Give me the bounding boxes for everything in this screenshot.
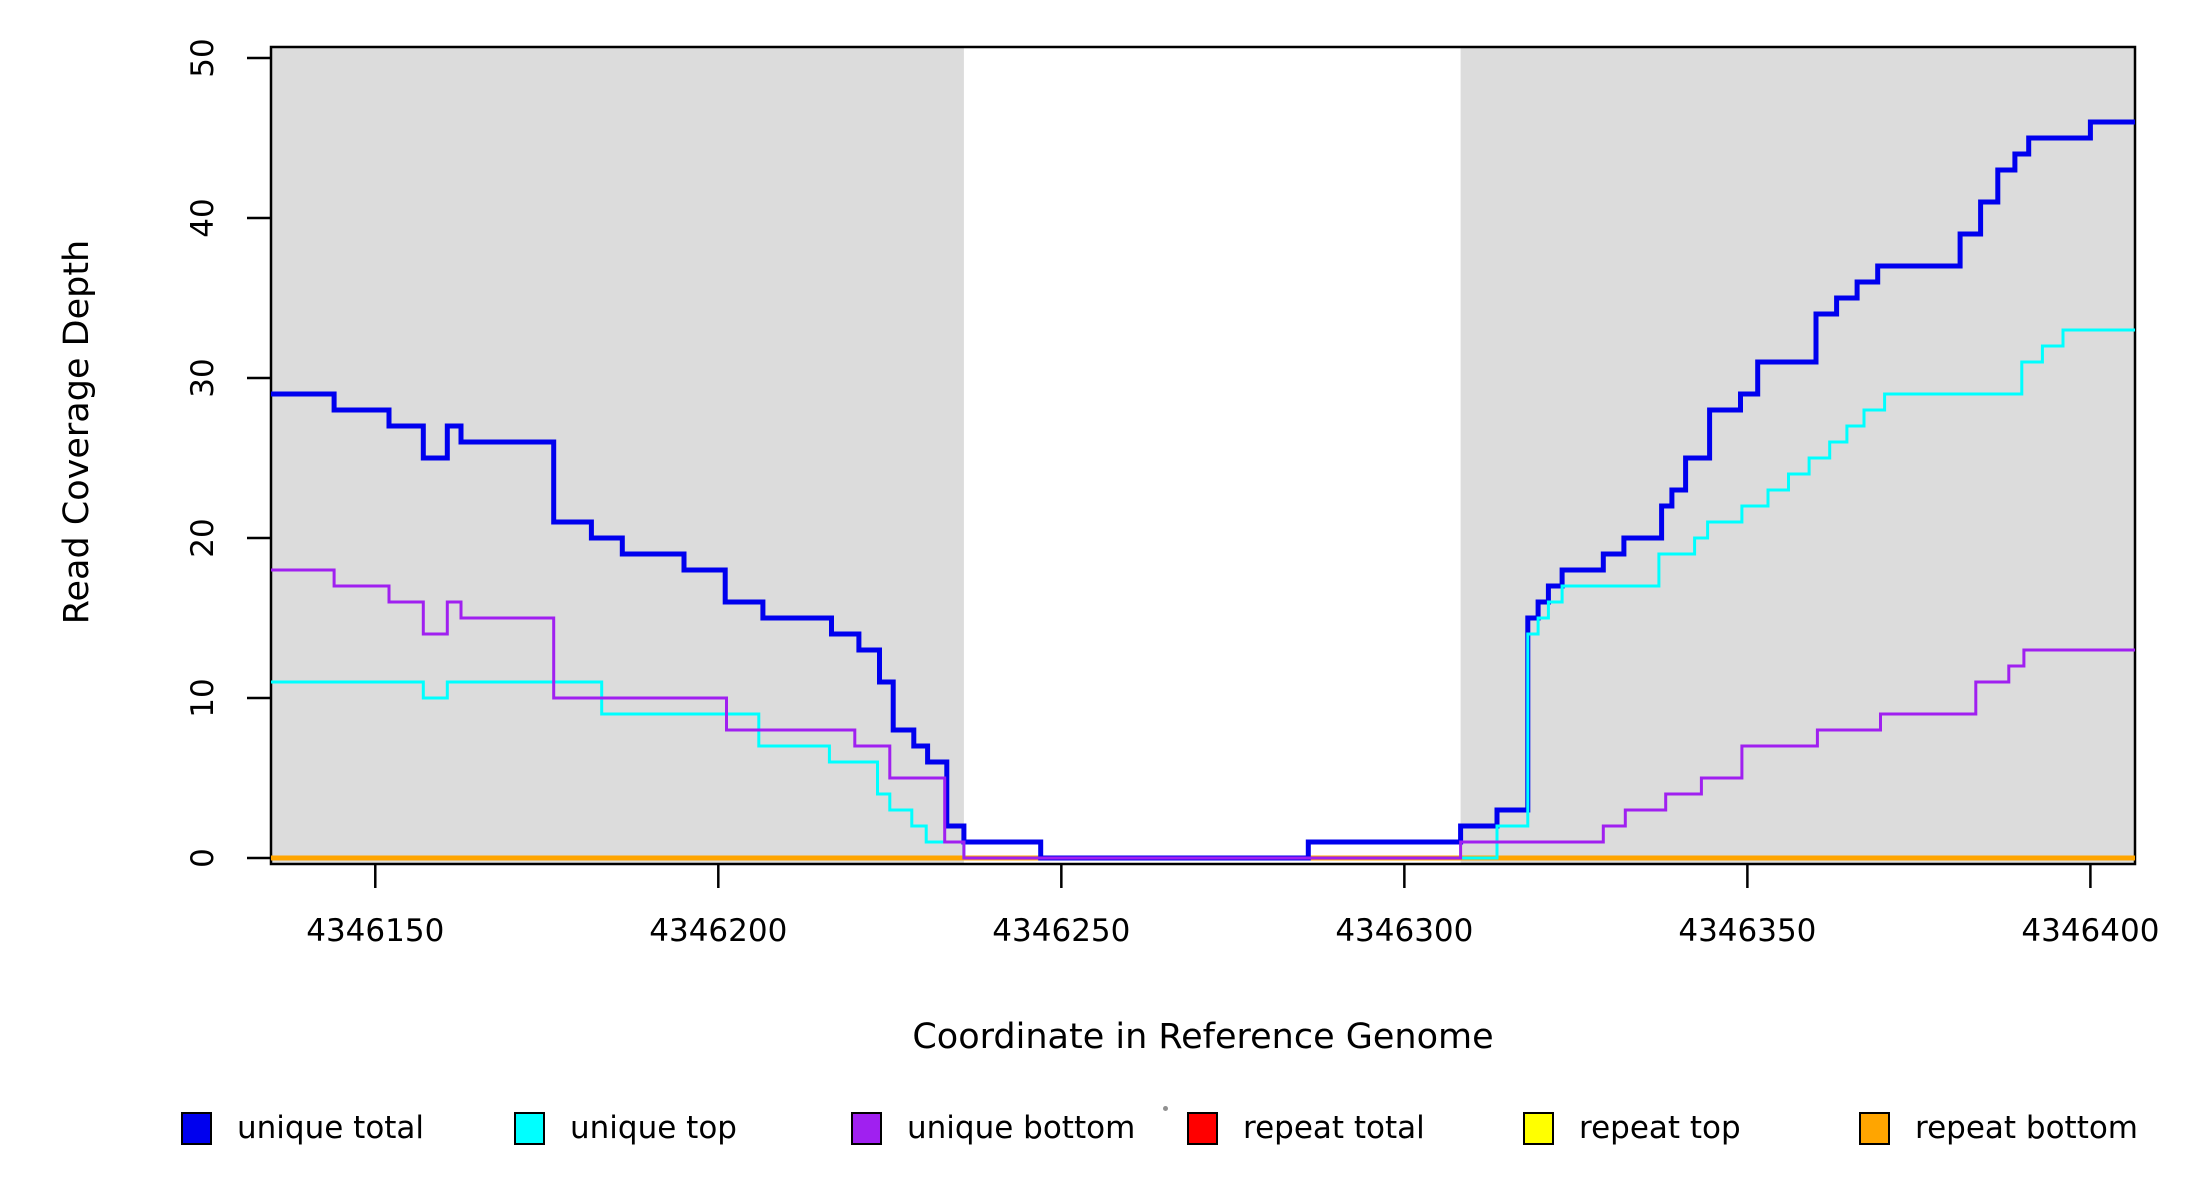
unique-bottom-swatch-icon: [851, 1111, 882, 1145]
x-tick-label: 4346300: [1335, 913, 1473, 949]
y-tick-label: 30: [185, 358, 221, 397]
legend-item-unique-top: unique top: [514, 1103, 737, 1153]
series-unique-top: [271, 328, 2135, 860]
unique-top-swatch-icon: [514, 1111, 545, 1145]
legend-label: repeat bottom: [1915, 1110, 2139, 1146]
shaded-region-1: [271, 47, 964, 864]
plot-box: [269, 45, 2137, 866]
x-tick-label: 4346150: [306, 913, 444, 949]
stray-mark: [1163, 1106, 1168, 1111]
series-unique-total: [271, 119, 2135, 861]
y-tick-label: 10: [185, 678, 221, 717]
legend-label: unique bottom: [907, 1110, 1136, 1146]
shaded-region-2: [1460, 47, 2135, 864]
repeat-total-swatch-icon: [1187, 1111, 1218, 1145]
legend-label: unique top: [570, 1110, 737, 1146]
legend-item-repeat-total: repeat total: [1187, 1103, 1425, 1153]
y-tick-label: 0: [185, 848, 221, 868]
x-axis-label: Coordinate in Reference Genome: [912, 1017, 1493, 1057]
y-tick-label: 20: [185, 518, 221, 557]
y-axis-label: Read Coverage Depth: [57, 240, 97, 625]
legend-label: repeat total: [1243, 1110, 1425, 1146]
series-unique-bottom: [271, 568, 2135, 860]
y-tick-label: 50: [185, 38, 221, 77]
y-tick-label: 40: [185, 198, 221, 237]
x-tick-label: 4346350: [1678, 913, 1816, 949]
unique-total-swatch-icon: [181, 1111, 212, 1145]
repeat-bottom-swatch-icon: [1859, 1111, 1890, 1145]
legend-label: repeat top: [1579, 1110, 1741, 1146]
legend: unique total unique top unique bottom re…: [0, 1103, 2200, 1153]
plot-layer: 4346150 4346200 4346250 4346300 4346350 43464…: [185, 38, 2159, 949]
x-tick-label: 4346250: [992, 913, 1130, 949]
legend-item-repeat-bottom: repeat bottom: [1859, 1103, 2138, 1153]
legend-item-repeat-top: repeat top: [1523, 1103, 1741, 1153]
legend-item-unique-bottom: unique bottom: [851, 1103, 1135, 1153]
x-tick-label: 4346400: [2021, 913, 2159, 949]
legend-item-unique-total: unique total: [181, 1103, 424, 1153]
legend-label: unique total: [237, 1110, 425, 1146]
x-tick-label: 4346200: [649, 913, 787, 949]
repeat-top-swatch-icon: [1523, 1111, 1554, 1145]
